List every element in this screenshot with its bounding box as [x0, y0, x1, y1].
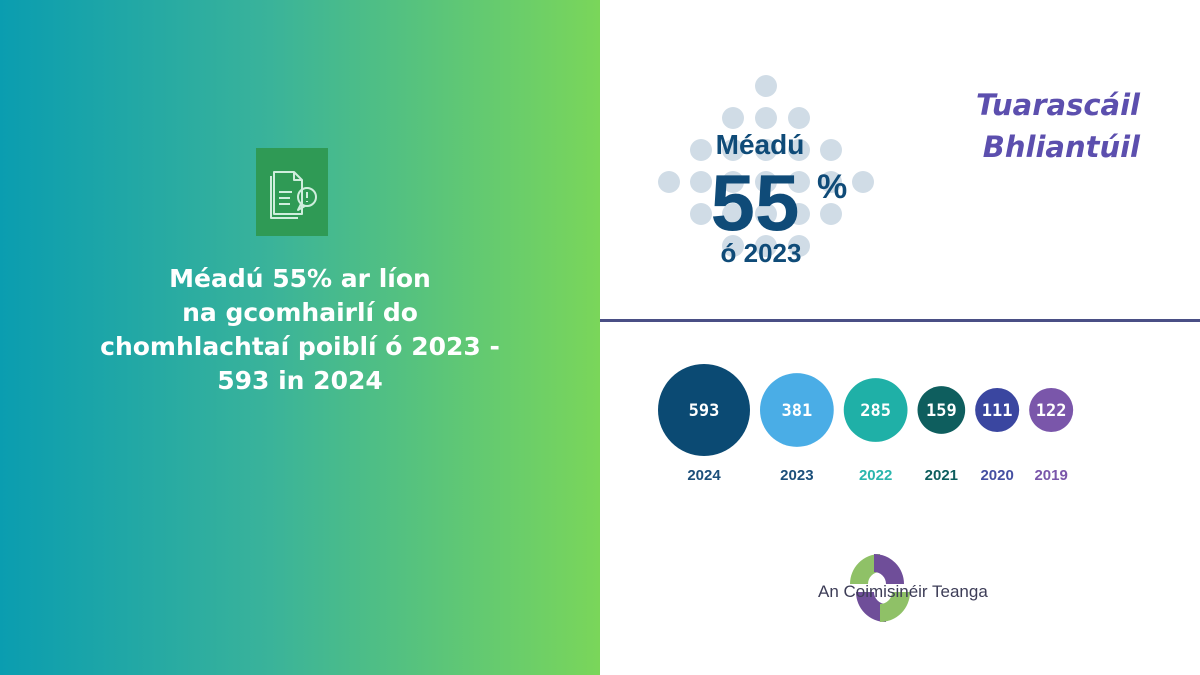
dot-pattern [658, 75, 874, 257]
bubble-2022 [843, 378, 908, 442]
category-label: 2019 [1034, 467, 1067, 484]
bubble-2021 [917, 386, 966, 434]
headline-line: Méadú 55% ar líon [169, 264, 431, 293]
category-label: 2024 [687, 467, 721, 484]
headline: Méadú 55% ar líon na gcomhairlí do chomh… [20, 262, 580, 398]
bubble-value-label: 285 [860, 401, 891, 421]
stat-label-top: Méadú [716, 129, 805, 160]
bubble-value-label: 159 [926, 401, 957, 421]
report-title: Tuarascáil Bhliantúil [976, 84, 1140, 168]
bubble-value-label: 381 [782, 401, 813, 421]
stat-value: 55 [711, 158, 800, 247]
left-panel: Méadú 55% ar líon na gcomhairlí do chomh… [0, 0, 600, 675]
headline-line: chomhlachtaí poiblí ó 2023 - [100, 332, 500, 361]
bubble-value-label: 122 [1036, 401, 1067, 421]
bubble-2019 [1029, 388, 1074, 432]
bubble-2023 [760, 373, 834, 447]
stat-label-bottom: ó 2023 [721, 238, 802, 268]
logo-mark [850, 554, 910, 622]
category-label: 2023 [780, 467, 813, 484]
logo-text: An Coimisinéir Teanga [818, 582, 988, 601]
document-alert-icon [256, 148, 328, 236]
infographic: Méadú 55 % ó 2023 593 2024 381 2023 285 2022 1… [658, 75, 1074, 484]
divider [600, 319, 1200, 322]
report-title-line: Tuarascáil [975, 88, 1140, 122]
right-panel: Méadú 55 % ó 2023 593 2024 381 2023 285 2022 1… [600, 0, 1200, 675]
bubble-value-label: 593 [689, 401, 720, 421]
category-label: 2020 [980, 467, 1013, 484]
headline-line: 593 in 2024 [217, 366, 383, 395]
bubble-value-label: 111 [982, 401, 1013, 421]
bubble-2024 [658, 364, 750, 456]
category-label: 2021 [925, 467, 958, 484]
headline-line: na gcomhairlí do [182, 298, 418, 327]
report-title-line: Bhliantúil [982, 130, 1140, 164]
category-label: 2022 [859, 467, 892, 484]
bubble-chart: 593 2024 381 2023 285 2022 159 2021 111 2020 122 20… [658, 364, 1074, 484]
bubble-2020 [975, 388, 1020, 432]
stat-unit: % [817, 168, 847, 206]
